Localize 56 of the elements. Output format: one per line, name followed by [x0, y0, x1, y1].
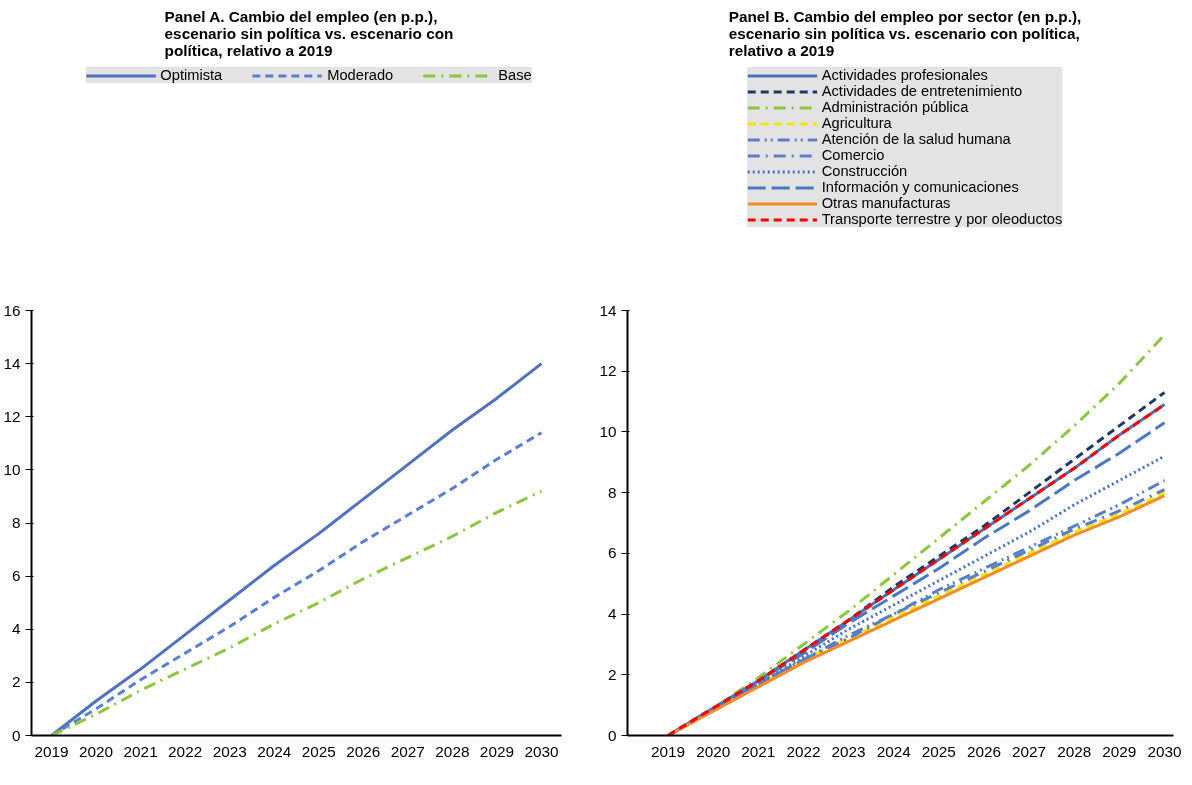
x-tick-label: 2022 [786, 742, 821, 760]
y-tick-label: 0 [607, 726, 617, 744]
legend-label: Construcción [821, 163, 908, 179]
x-tick-label: 2026 [346, 742, 381, 760]
y-tick-label: 8 [607, 483, 617, 501]
x-tick-label: 2029 [1102, 742, 1137, 760]
x-tick-label: 2026 [966, 742, 1002, 760]
legend-label: Comercio [821, 147, 885, 163]
x-tick-label: 2020 [79, 742, 114, 760]
legend-label: Base [498, 67, 532, 83]
x-tick-label: 2030 [1147, 742, 1182, 760]
legend-label: Transporte terrestre y por oleoductos [821, 211, 1063, 227]
legend-label: Otras manufacturas [821, 195, 951, 211]
y-tick-label: 2 [11, 673, 21, 691]
y-tick-label: 4 [607, 605, 617, 623]
chart-title: Panel B. Cambio del empleo por sector (en p.p.), escenario sin política vs. escenario con política, relativo a 2019 [728, 7, 1082, 59]
y-tick-label: 14 [3, 354, 21, 372]
y-tick-label: 4 [11, 620, 21, 638]
legend-label: Administración pública [821, 99, 969, 115]
legend-label: Agricultura [821, 115, 892, 131]
legend-label: Optimista [160, 67, 223, 83]
legend-label: Atención de la salud humana [821, 131, 1011, 147]
y-tick-label: 6 [11, 567, 21, 585]
legend-label: Información y comunicaciones [821, 179, 1019, 195]
legend-label: Moderado [327, 67, 394, 83]
x-tick-label: 2027 [1012, 742, 1047, 760]
x-tick-label: 2020 [696, 742, 731, 760]
x-tick-label: 2023 [212, 742, 247, 760]
x-tick-label: 2028 [1057, 742, 1092, 760]
x-tick-label: 2030 [524, 742, 559, 760]
legend-label: Actividades de entretenimiento [821, 83, 1023, 99]
x-tick-label: 2024 [876, 742, 912, 760]
x-tick-label: 2021 [741, 742, 776, 760]
x-tick-label: 2029 [479, 742, 514, 760]
x-tick-label: 2023 [831, 742, 866, 760]
x-tick-label: 2025 [921, 742, 956, 760]
x-tick-label: 2025 [301, 742, 336, 760]
x-tick-label: 2019 [651, 742, 686, 760]
x-tick-label: 2021 [123, 742, 158, 760]
y-tick-label: 8 [11, 514, 21, 531]
x-tick-label: 2028 [435, 742, 470, 760]
x-tick-label: 2019 [34, 742, 69, 760]
x-tick-label: 2024 [257, 742, 292, 760]
y-tick-label: 16 [3, 301, 21, 319]
chart-title: Panel A. Cambio del empleo (en p.p.), escenario sin política vs. escenario con política, relativo a 2019 [164, 7, 454, 59]
y-tick-label: 14 [599, 301, 617, 319]
y-tick-label: 10 [3, 460, 21, 478]
y-tick-label: 0 [11, 726, 21, 744]
y-tick-label: 2 [607, 665, 617, 683]
y-tick-label: 6 [607, 544, 617, 562]
y-tick-label: 12 [3, 407, 21, 425]
x-tick-label: 2022 [168, 742, 203, 760]
y-tick-label: 10 [599, 422, 617, 440]
x-tick-label: 2027 [390, 742, 425, 760]
legend-label: Actividades profesionales [821, 67, 988, 83]
y-tick-label: 12 [599, 362, 617, 380]
